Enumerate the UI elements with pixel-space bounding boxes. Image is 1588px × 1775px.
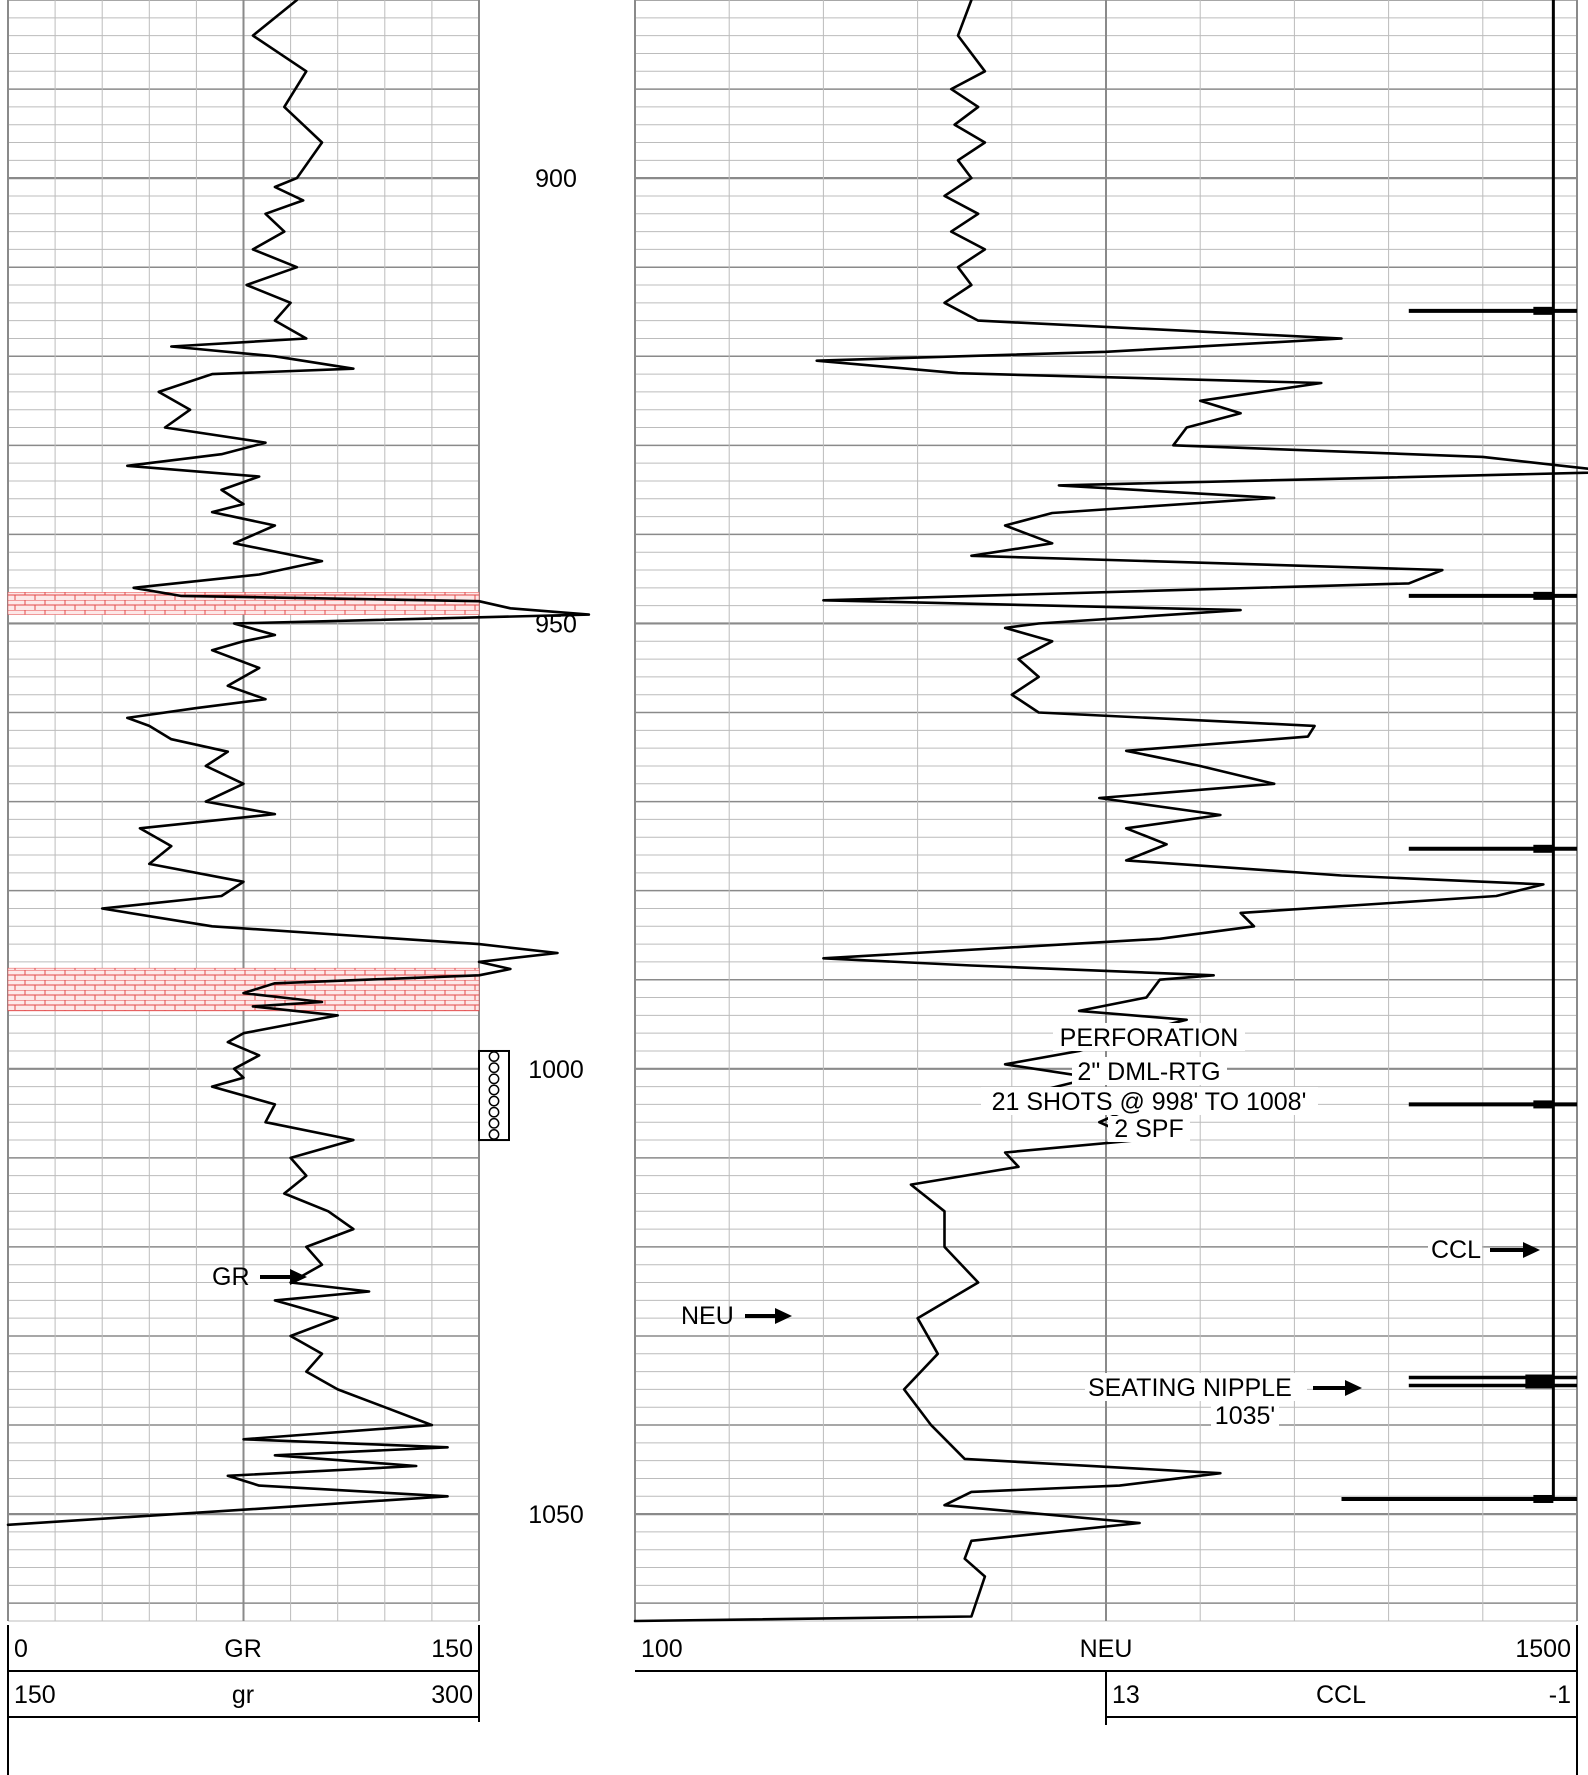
seating-nipple-label: SEATING NIPPLE <box>1088 1374 1292 1402</box>
perforation-shot <box>488 1117 500 1129</box>
ccl-collar-peak <box>1533 306 1554 315</box>
perforation-marker-box <box>478 1049 510 1142</box>
ccl-scale-right: -1 <box>1549 1681 1571 1709</box>
neu-scale-label: NEU <box>1080 1635 1133 1663</box>
neu-pointer-label: NEU <box>681 1302 734 1330</box>
scale-header: 0 GR 150 150 gr 300 100 NEU 1500 13 CCL … <box>7 1625 1578 1775</box>
neu-pointer-arrow-head <box>775 1308 792 1324</box>
perforation-marker-layer <box>478 1049 510 1142</box>
gr-scale-right: 150 <box>431 1635 473 1663</box>
seating-nipple-depth: 1035' <box>1215 1402 1275 1430</box>
lithology-interval <box>7 967 480 1012</box>
ccl-collar-peak <box>1533 1494 1554 1503</box>
neu-scale-left: 100 <box>641 1635 683 1663</box>
ccl-pointer-label: CCL <box>1431 1236 1481 1264</box>
grid <box>7 0 1578 1622</box>
seating-nipple-arrow-head <box>1345 1380 1362 1396</box>
annotations: GR NEU CCL PERFORATION 2" DML-RTG 21 SHO… <box>212 1023 1540 1430</box>
ccl-seating-nipple-peak <box>1525 1374 1554 1389</box>
perforation-shot <box>488 1051 500 1062</box>
neu-scale-right: 1500 <box>1515 1635 1571 1663</box>
perforation-gun: 2" DML-RTG <box>1077 1058 1220 1086</box>
gr-curve <box>6 0 591 1527</box>
perforation-shot <box>488 1129 500 1140</box>
perforation-title: PERFORATION <box>1060 1024 1239 1052</box>
depth-tick-label: 900 <box>535 165 577 193</box>
ccl-collar-peak <box>1533 591 1554 600</box>
neu-curve <box>633 0 1588 1623</box>
perforation-shot <box>488 1106 500 1118</box>
gr2-scale-right: 300 <box>431 1681 473 1709</box>
ccl-collar-peak <box>1533 844 1554 853</box>
gr-scale-label: GR <box>224 1635 262 1663</box>
lithology-interval <box>7 592 480 615</box>
ccl-collar-peak <box>1533 1100 1554 1109</box>
ccl-pointer-arrow-head <box>1523 1242 1540 1258</box>
perforation-shot <box>488 1084 500 1096</box>
gr2-scale-label: gr <box>232 1681 254 1709</box>
curves <box>6 0 1588 1623</box>
gr-pointer-label: GR <box>212 1263 250 1291</box>
gr-pointer-arrow-head <box>290 1269 307 1285</box>
perforation-shot <box>488 1073 500 1085</box>
perforation-shot <box>488 1062 500 1074</box>
depth-tick-label: 1050 <box>528 1501 584 1529</box>
perforation-shots: 21 SHOTS @ 998' TO 1008' <box>992 1088 1307 1116</box>
gr2-scale-left: 150 <box>14 1681 56 1709</box>
perforation-shot <box>488 1095 500 1107</box>
ccl-scale-left: 13 <box>1112 1681 1140 1709</box>
perforation-spf: 2 SPF <box>1114 1115 1183 1143</box>
depth-tick-label: 1000 <box>528 1056 584 1084</box>
gr-scale-left: 0 <box>14 1635 28 1663</box>
ccl-scale-label: CCL <box>1316 1681 1366 1709</box>
